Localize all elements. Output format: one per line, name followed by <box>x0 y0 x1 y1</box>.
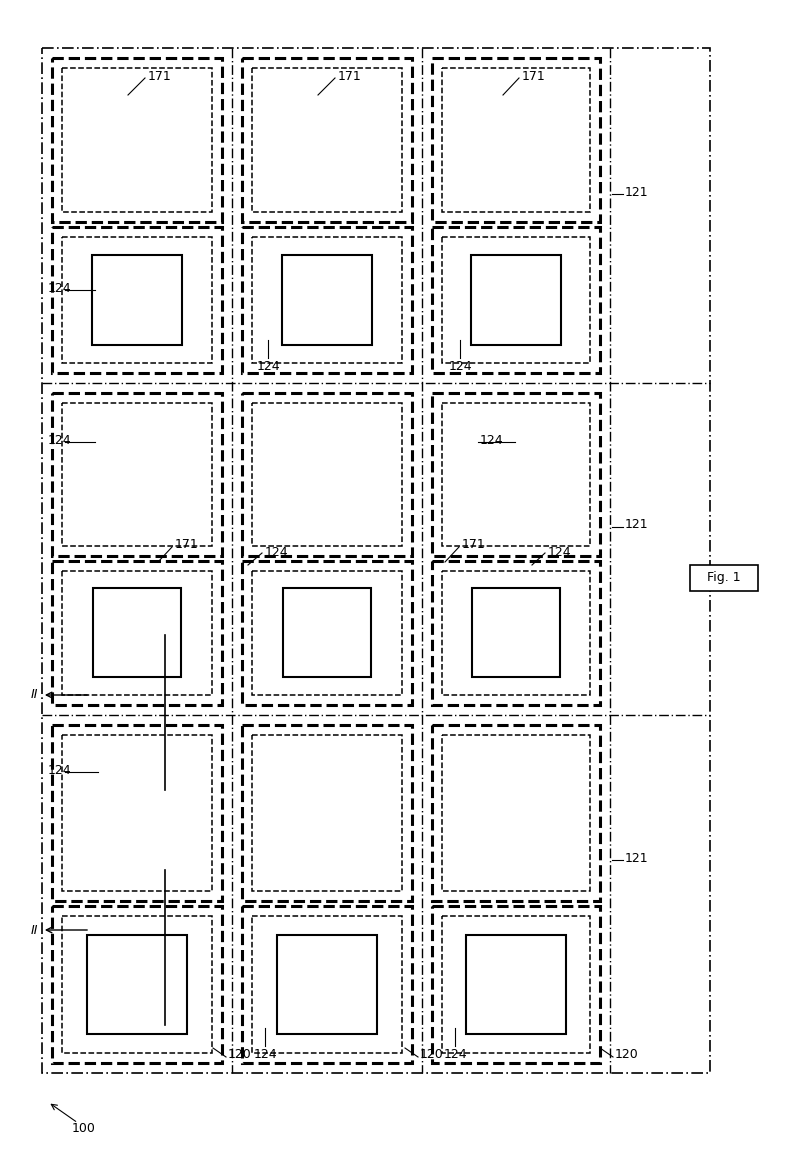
Bar <box>442 68 590 212</box>
Bar <box>242 561 412 705</box>
Bar <box>242 58 412 223</box>
Text: 121: 121 <box>625 185 649 198</box>
Bar <box>282 589 371 677</box>
Bar <box>442 403 590 546</box>
Bar <box>432 58 600 223</box>
Text: 171: 171 <box>148 70 172 83</box>
Text: 124: 124 <box>256 360 280 373</box>
Bar <box>432 393 600 556</box>
Bar <box>252 570 402 695</box>
Bar <box>252 237 402 363</box>
Text: 124: 124 <box>448 360 472 373</box>
Bar <box>242 227 412 373</box>
Text: 120: 120 <box>615 1048 638 1061</box>
Bar <box>472 589 560 677</box>
Text: 124: 124 <box>253 1048 277 1061</box>
Bar <box>42 48 710 1073</box>
Text: 171: 171 <box>522 70 546 83</box>
Text: II: II <box>30 688 38 702</box>
Text: 171: 171 <box>462 539 486 552</box>
Bar <box>92 255 182 345</box>
Bar <box>432 906 600 1063</box>
Bar <box>242 393 412 556</box>
Bar <box>278 935 377 1034</box>
Text: 124: 124 <box>48 281 72 295</box>
Bar <box>62 403 212 546</box>
Bar <box>466 935 566 1034</box>
Text: 120: 120 <box>420 1048 444 1061</box>
Bar <box>252 403 402 546</box>
Bar <box>282 255 372 345</box>
Bar <box>62 916 212 1053</box>
Bar <box>52 725 222 901</box>
Text: 120: 120 <box>228 1048 252 1061</box>
Bar <box>432 561 600 705</box>
Bar <box>432 227 600 373</box>
Bar <box>252 916 402 1053</box>
Text: 124: 124 <box>443 1048 467 1061</box>
Text: 121: 121 <box>625 851 649 864</box>
Bar <box>690 566 758 591</box>
Bar <box>52 58 222 223</box>
Bar <box>242 906 412 1063</box>
Bar <box>52 393 222 556</box>
Bar <box>252 68 402 212</box>
Bar <box>52 906 222 1063</box>
Text: 124: 124 <box>48 434 72 447</box>
Text: 171: 171 <box>175 539 198 552</box>
Text: II: II <box>30 923 38 936</box>
Text: 121: 121 <box>625 519 649 532</box>
Bar <box>442 916 590 1053</box>
Bar <box>62 68 212 212</box>
Text: 100: 100 <box>72 1122 96 1135</box>
Bar <box>62 735 212 891</box>
Bar <box>62 570 212 695</box>
Bar <box>471 255 561 345</box>
Text: 124: 124 <box>265 546 289 559</box>
Bar <box>87 935 186 1034</box>
Text: 124: 124 <box>480 434 504 447</box>
Bar <box>52 227 222 373</box>
Bar <box>442 237 590 363</box>
Bar <box>442 570 590 695</box>
Text: 124: 124 <box>548 546 572 559</box>
Bar <box>93 589 182 677</box>
Text: 124: 124 <box>48 764 72 777</box>
Bar <box>252 735 402 891</box>
Bar <box>62 237 212 363</box>
Text: 171: 171 <box>338 70 362 83</box>
Text: Fig. 1: Fig. 1 <box>707 571 741 584</box>
Bar <box>52 561 222 705</box>
Bar <box>432 725 600 901</box>
Bar <box>242 725 412 901</box>
Bar <box>442 735 590 891</box>
